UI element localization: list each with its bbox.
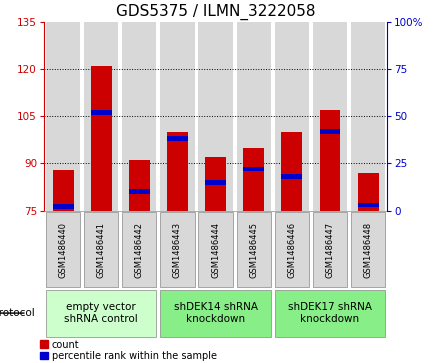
Bar: [313, 212, 347, 287]
Text: GSM1486444: GSM1486444: [211, 221, 220, 278]
Text: protocol: protocol: [0, 308, 35, 318]
Bar: [237, 22, 271, 211]
Bar: [91, 110, 112, 115]
Text: shDEK14 shRNA
knockdown: shDEK14 shRNA knockdown: [174, 302, 257, 324]
Bar: [160, 290, 271, 337]
Bar: [122, 22, 157, 211]
Bar: [243, 148, 264, 211]
Bar: [319, 129, 341, 134]
Bar: [282, 174, 302, 179]
Bar: [84, 212, 118, 287]
Bar: [319, 110, 341, 211]
Text: empty vector
shRNA control: empty vector shRNA control: [64, 302, 138, 324]
Legend: count, percentile rank within the sample: count, percentile rank within the sample: [40, 339, 217, 361]
Bar: [160, 212, 194, 287]
Bar: [46, 22, 80, 211]
Text: shDEK17 shRNA
knockdown: shDEK17 shRNA knockdown: [288, 302, 372, 324]
Bar: [84, 22, 118, 211]
Bar: [282, 132, 302, 211]
Text: GSM1486448: GSM1486448: [363, 221, 373, 278]
Bar: [91, 66, 112, 211]
Bar: [198, 22, 233, 211]
Title: GDS5375 / ILMN_3222058: GDS5375 / ILMN_3222058: [116, 4, 315, 20]
Bar: [160, 22, 194, 211]
Bar: [313, 22, 347, 211]
Bar: [46, 212, 80, 287]
Bar: [275, 212, 309, 287]
Text: GSM1486447: GSM1486447: [326, 221, 334, 278]
Bar: [237, 212, 271, 287]
Text: GSM1486442: GSM1486442: [135, 221, 144, 278]
Text: GSM1486440: GSM1486440: [59, 221, 68, 278]
Bar: [46, 290, 157, 337]
Bar: [275, 290, 385, 337]
Text: GSM1486443: GSM1486443: [173, 221, 182, 278]
Bar: [243, 167, 264, 171]
Bar: [53, 170, 73, 211]
Bar: [358, 173, 378, 211]
Text: GSM1486441: GSM1486441: [97, 221, 106, 278]
Bar: [198, 212, 233, 287]
Text: GSM1486446: GSM1486446: [287, 221, 297, 278]
Bar: [275, 22, 309, 211]
Bar: [167, 136, 188, 141]
Bar: [205, 157, 226, 211]
Bar: [351, 22, 385, 211]
Bar: [351, 212, 385, 287]
Bar: [129, 189, 150, 194]
Bar: [167, 132, 188, 211]
Bar: [122, 212, 157, 287]
Bar: [53, 204, 73, 209]
Bar: [358, 203, 378, 207]
Text: GSM1486445: GSM1486445: [249, 221, 258, 278]
Bar: [205, 180, 226, 185]
Bar: [129, 160, 150, 211]
